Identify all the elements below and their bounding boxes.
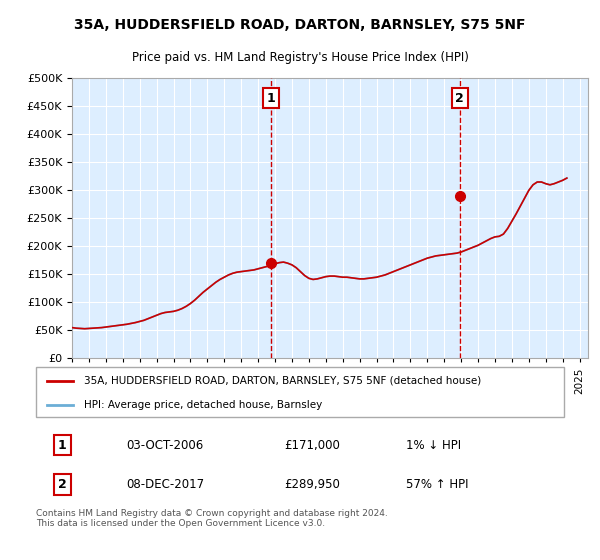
- Text: Price paid vs. HM Land Registry's House Price Index (HPI): Price paid vs. HM Land Registry's House …: [131, 51, 469, 64]
- Text: £289,950: £289,950: [284, 478, 340, 491]
- Text: 35A, HUDDERSFIELD ROAD, DARTON, BARNSLEY, S75 5NF: 35A, HUDDERSFIELD ROAD, DARTON, BARNSLEY…: [74, 18, 526, 32]
- Text: 1: 1: [58, 438, 67, 452]
- Text: 2: 2: [58, 478, 67, 491]
- Text: 35A, HUDDERSFIELD ROAD, DARTON, BARNSLEY, S75 5NF (detached house): 35A, HUDDERSFIELD ROAD, DARTON, BARNSLEY…: [83, 376, 481, 386]
- Text: 08-DEC-2017: 08-DEC-2017: [126, 478, 204, 491]
- Text: HPI: Average price, detached house, Barnsley: HPI: Average price, detached house, Barn…: [83, 400, 322, 409]
- Text: 1: 1: [266, 91, 275, 105]
- Text: 2: 2: [455, 91, 464, 105]
- Text: 57% ↑ HPI: 57% ↑ HPI: [406, 478, 468, 491]
- Text: £171,000: £171,000: [284, 438, 340, 452]
- Text: 03-OCT-2006: 03-OCT-2006: [126, 438, 203, 452]
- Text: 1% ↓ HPI: 1% ↓ HPI: [406, 438, 461, 452]
- Text: Contains HM Land Registry data © Crown copyright and database right 2024.
This d: Contains HM Land Registry data © Crown c…: [36, 509, 388, 529]
- FancyBboxPatch shape: [36, 367, 564, 417]
